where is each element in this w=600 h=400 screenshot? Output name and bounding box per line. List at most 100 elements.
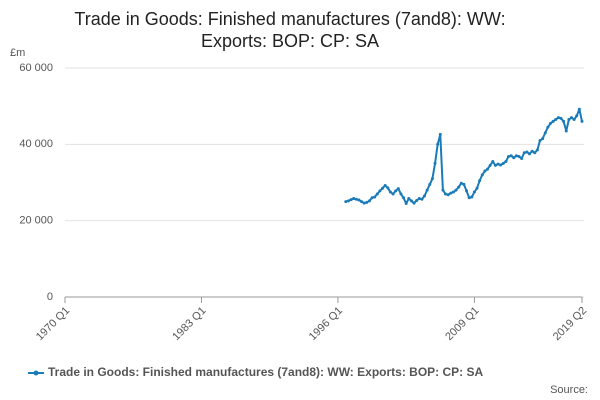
data-point	[375, 192, 379, 196]
data-point	[538, 139, 542, 143]
data-point	[580, 119, 584, 123]
data-point	[378, 189, 382, 193]
data-point	[417, 197, 421, 201]
data-point	[549, 121, 553, 125]
data-point	[483, 169, 487, 173]
y-tick-label: 20 000	[19, 215, 53, 227]
x-tick-label: 1996 Q1	[307, 305, 345, 343]
data-point	[530, 149, 534, 153]
source: Source:	[550, 384, 588, 396]
data-point	[357, 198, 361, 202]
data-point	[570, 116, 574, 120]
data-point	[396, 187, 400, 191]
data-point	[352, 197, 356, 201]
data-point	[467, 196, 471, 200]
data-point	[365, 200, 369, 204]
data-point	[543, 131, 547, 135]
series-line	[345, 108, 583, 205]
data-point	[488, 163, 492, 167]
data-point	[386, 186, 390, 190]
data-point	[370, 196, 374, 200]
legend-label: Trade in Goods: Finished manufactures (7…	[48, 365, 483, 379]
data-point	[472, 190, 476, 194]
data-point	[446, 193, 450, 197]
data-point	[367, 199, 371, 203]
data-point	[562, 119, 566, 123]
data-point	[438, 132, 442, 136]
data-point	[402, 196, 406, 200]
data-point	[572, 118, 576, 122]
data-point	[383, 184, 387, 188]
data-point	[404, 201, 408, 205]
data-point	[528, 152, 532, 156]
data-point	[381, 186, 385, 190]
data-point	[475, 186, 479, 190]
data-point	[457, 185, 461, 189]
data-point	[556, 116, 560, 120]
y-tick-label: 0	[47, 291, 53, 303]
data-point	[409, 199, 413, 203]
x-tick-label: 1983 Q1	[170, 305, 208, 343]
data-point	[480, 173, 484, 177]
data-point	[491, 160, 495, 164]
data-point	[512, 156, 516, 160]
data-point	[346, 199, 350, 203]
data-point	[517, 155, 521, 159]
data-point	[567, 118, 571, 122]
data-point	[441, 188, 445, 192]
data-point	[559, 116, 563, 120]
data-point	[525, 150, 529, 154]
legend-swatch-dot	[33, 370, 39, 376]
data-point	[444, 192, 448, 196]
data-point	[428, 182, 432, 186]
data-point	[499, 163, 503, 167]
data-point	[522, 151, 526, 155]
data-point	[420, 197, 424, 201]
data-point	[462, 182, 466, 186]
data-point	[399, 192, 403, 196]
data-point	[546, 125, 550, 129]
data-point	[394, 189, 398, 193]
data-point	[551, 119, 555, 123]
data-point	[430, 177, 434, 181]
x-tick-label: 2009 Q1	[443, 305, 481, 343]
data-point	[535, 148, 539, 152]
data-point	[354, 197, 358, 201]
data-point	[486, 167, 490, 171]
data-point	[459, 181, 463, 185]
y-tick-label: 60 000	[19, 62, 53, 74]
x-tick-label: 1970 Q1	[34, 305, 72, 343]
data-point	[388, 190, 392, 194]
data-point	[349, 198, 353, 202]
data-point	[520, 156, 524, 160]
data-point	[391, 192, 395, 196]
data-point	[465, 189, 469, 193]
data-point	[412, 201, 416, 205]
x-tick-label: 2019 Q2	[551, 305, 589, 343]
data-point	[344, 200, 348, 204]
data-point	[533, 151, 537, 155]
data-point	[425, 188, 429, 192]
data-point	[451, 190, 455, 194]
y-axis-label: £m	[10, 47, 25, 59]
data-point	[575, 114, 579, 118]
data-point	[373, 195, 377, 199]
data-point	[360, 200, 364, 204]
data-point	[470, 195, 474, 199]
data-point	[507, 155, 511, 159]
data-point	[436, 142, 440, 146]
data-point	[478, 179, 482, 183]
data-point	[496, 162, 500, 166]
data-point	[433, 161, 437, 165]
data-point	[501, 161, 505, 165]
data-point	[449, 191, 453, 195]
data-point	[493, 163, 497, 167]
y-tick-label: 40 000	[19, 138, 53, 150]
chart-title: Trade in Goods: Finished manufactures (7…	[74, 9, 506, 51]
data-point	[509, 154, 513, 158]
data-point	[415, 198, 419, 202]
data-point	[564, 129, 568, 133]
data-point	[541, 137, 545, 141]
